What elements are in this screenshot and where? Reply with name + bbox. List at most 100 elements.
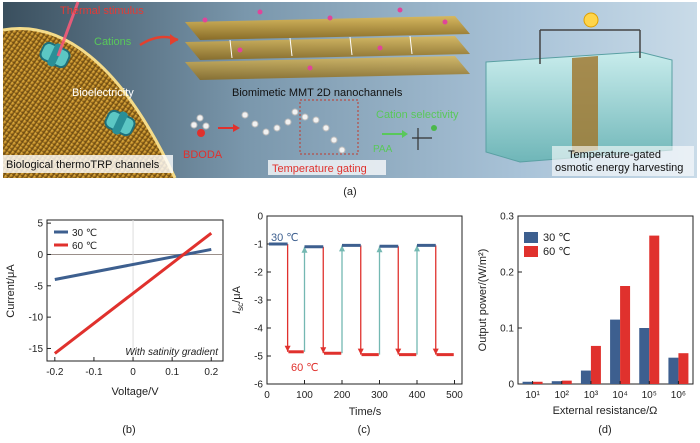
selectivity-arrowhead — [402, 130, 408, 138]
chart-c-ylabel: Isc/μA — [231, 285, 245, 313]
legend-label-60: 60 ℃ — [72, 241, 97, 252]
chart-c-ytick-label: -1 — [254, 240, 263, 251]
chart-d-bar-30 — [639, 328, 650, 384]
chart-c-up-transition-head — [301, 246, 308, 253]
chart-d-bar-30 — [610, 319, 621, 384]
chart-c-label-30: 30 ℃ — [271, 232, 299, 244]
chart-d-yticks: 0 0.1 0.2 0.3 — [500, 212, 522, 391]
gating-caption-bg — [268, 160, 386, 175]
chart-d-xticks: 10¹ 10² 10³ 10⁴ 10⁵ 10⁶ — [525, 381, 686, 401]
gating-box — [299, 99, 359, 155]
chart-c-down-transition-head — [395, 348, 402, 355]
chart-c-plateaus — [268, 242, 454, 357]
chart-d-ytick-label: 0 — [508, 380, 514, 391]
chart-d-panel-label: (d) — [598, 424, 611, 436]
light-bulb-icon — [583, 12, 599, 28]
trp-channel-icon — [39, 41, 71, 69]
chart-c-ytick-label: -3 — [254, 296, 263, 307]
chart-c-ytick-label: -2 — [254, 268, 263, 279]
thermal-stimulus-label: Thermal stimulus — [60, 5, 144, 17]
bdoda-node — [197, 129, 205, 137]
chart-c-ylabel-main: I — [231, 311, 243, 314]
harvest-caption-bg — [552, 146, 694, 176]
chart-d-ylabel: Output power/(W/m²) — [477, 249, 489, 352]
channels-caption: Biological thermoTRP channels — [6, 159, 160, 171]
chart-c-down-transition-head — [284, 345, 291, 352]
chart-c-down-transition-head — [320, 347, 327, 354]
chart-d-bars — [522, 235, 689, 384]
chart-c-xtick-label: 400 — [409, 390, 426, 401]
chart-d-ytick-label: 0.3 — [500, 212, 514, 223]
chart-b-ytick-label: 0 — [37, 250, 43, 261]
chart-b: -0.2 -0.1 0 0.1 0.2 -15 -10 -5 0 5 30 ℃ 60 ℃ Wit… — [5, 219, 224, 436]
chart-c: 0 100 200 300 400 500 -6 -5 -4 -3 -2 -1 0 30 ℃ 60 ℃… — [231, 212, 463, 437]
legend-label-30: 30 ℃ — [72, 228, 97, 239]
chart-b-annotation: With satinity gradient — [125, 347, 219, 358]
chart-c-label-60: 60 ℃ — [291, 362, 319, 374]
chart-d-bar-60 — [620, 286, 631, 384]
chart-b-xtick-label: -0.1 — [85, 367, 103, 378]
chart-b-series — [53, 231, 213, 355]
chart-b-zero-lines — [47, 220, 223, 361]
chart-d-bar-30 — [580, 370, 591, 384]
chart-d-xtick-label: 10³ — [584, 390, 599, 401]
chart-c-xlabel: Time/s — [349, 406, 382, 418]
selectivity-label: Cation selectivity — [376, 109, 459, 121]
chart-b-frame — [46, 219, 224, 362]
chart-d-bar-30 — [551, 381, 562, 384]
chart-d-xtick-label: 10⁵ — [642, 390, 657, 401]
membrane-edge — [2, 27, 177, 179]
chart-d-xtick-label: 10⁴ — [612, 390, 627, 401]
gating-caption: Temperature gating — [272, 163, 367, 175]
bioelectricity-label: Bioelectricity — [72, 87, 134, 99]
chart-c-xtick-label: 100 — [296, 390, 313, 401]
chart-c-xtick-label: 300 — [371, 390, 388, 401]
chart-b-xtick-label: 0.2 — [204, 367, 218, 378]
chart-d-bar-30 — [522, 381, 533, 384]
legend-label-d-30: 30 ℃ — [543, 232, 571, 244]
chart-d-bar-60 — [532, 381, 543, 384]
chart-c-down-transition-head — [432, 348, 439, 355]
chart-b-ytick-label: -5 — [34, 281, 43, 292]
harvest-caption-line1: Temperature-gated — [568, 149, 661, 161]
chart-c-xticks: 0 100 200 300 400 500 — [264, 380, 463, 401]
channels-caption-bg — [3, 155, 173, 173]
chart-c-up-transition-head — [339, 245, 345, 252]
chart-d-xlabel: External resistance/Ω — [553, 405, 658, 417]
chart-c-xtick-label: 500 — [446, 390, 463, 401]
chart-d-bar-60 — [590, 345, 601, 384]
chart-b-ytick-label: -10 — [29, 313, 44, 324]
chart-b-xlabel: Voltage/V — [111, 386, 159, 398]
arrowhead-icon-2 — [233, 124, 240, 132]
mmt-caption: Biomimetic MMT 2D nanochannels — [232, 87, 403, 99]
cations-label: Cations — [94, 36, 132, 48]
thermal-beam — [56, 1, 80, 57]
chart-c-xtick-label: 200 — [334, 390, 351, 401]
harvest-caption-line2: osmotic energy harvesting — [555, 162, 683, 174]
chart-d: 00.10.20.3 10¹ 10² 10³ 10⁴ 10⁵ 10⁶ 30 ℃ 60 ℃ … — [477, 212, 694, 436]
paa-label: PAA — [373, 144, 393, 155]
chart-d-xtick-label: 10² — [555, 390, 570, 401]
chart-d-xtick-label: 10⁶ — [671, 390, 686, 401]
chart-d-ytick-label: 0.2 — [500, 268, 514, 279]
chart-c-xtick-label: 0 — [264, 390, 270, 401]
legend-swatch-d-60 — [524, 246, 538, 257]
chart-b-yticks: -15 -10 -5 0 5 — [29, 219, 51, 355]
legend-swatch-d-30 — [524, 232, 538, 243]
chart-c-ylabel-unit: /μA — [231, 285, 243, 302]
chart-d-bar-30 — [668, 357, 679, 384]
mmt-layers-image — [185, 7, 470, 80]
chart-b-xtick-label: -0.2 — [46, 367, 64, 378]
chart-b-panel-label: (b) — [122, 424, 135, 436]
chart-c-up-transition-head — [376, 246, 383, 253]
chart-c-up-transition-head — [414, 245, 420, 252]
chart-d-bar-60 — [678, 353, 689, 384]
chart-c-ytick-label: -5 — [254, 352, 263, 363]
chart-c-yticks: -6 -5 -4 -3 -2 -1 0 — [254, 212, 271, 391]
chart-b-xtick-label: 0 — [130, 367, 136, 378]
panel-a-label: (a) — [343, 186, 356, 198]
cell-membrane-image — [3, 28, 175, 178]
chart-d-xtick-label: 10¹ — [525, 390, 540, 401]
chart-c-ytick-label: -4 — [254, 324, 263, 335]
